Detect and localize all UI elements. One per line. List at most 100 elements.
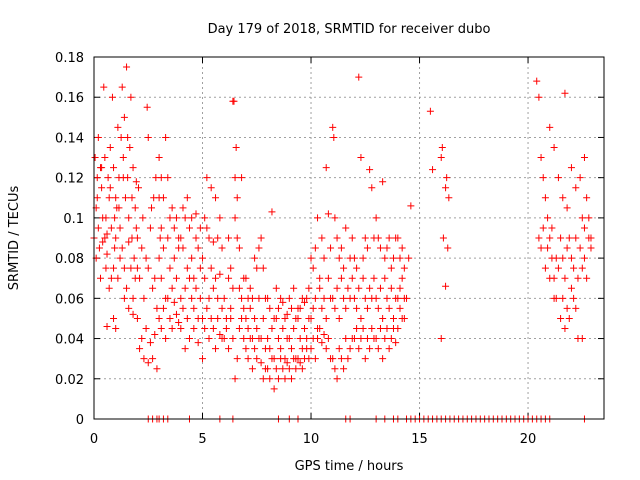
data-point <box>107 274 115 282</box>
data-point <box>557 234 565 242</box>
data-point <box>192 210 200 218</box>
data-point <box>537 154 545 162</box>
data-point <box>233 194 241 202</box>
y-tick-label: 0.04 <box>55 333 84 348</box>
data-point <box>170 254 178 262</box>
data-point <box>144 359 152 367</box>
data-point <box>104 174 112 182</box>
data-point <box>264 294 272 302</box>
data-point <box>99 238 107 246</box>
data-point <box>101 154 109 162</box>
data-point <box>322 345 330 353</box>
data-point <box>266 345 274 353</box>
data-point <box>296 335 304 343</box>
data-point <box>363 304 371 312</box>
data-point <box>115 204 123 212</box>
data-point <box>129 164 137 172</box>
data-point <box>91 154 99 162</box>
data-point <box>242 314 250 322</box>
data-point <box>134 184 142 192</box>
data-point <box>183 314 191 322</box>
data-point <box>387 264 395 272</box>
data-point <box>188 254 196 262</box>
data-point <box>563 244 571 252</box>
data-point <box>203 224 211 232</box>
y-tick-label: 0.06 <box>55 292 84 307</box>
data-point <box>257 234 265 242</box>
data-point <box>205 234 213 242</box>
data-point <box>561 89 569 97</box>
data-point <box>285 365 293 373</box>
data-point <box>355 284 363 292</box>
data-point <box>183 264 191 272</box>
data-point <box>116 254 124 262</box>
data-point <box>185 224 193 232</box>
data-point <box>227 314 235 322</box>
data-point <box>320 254 328 262</box>
data-point <box>246 304 254 312</box>
data-point <box>98 184 106 192</box>
data-point <box>324 335 332 343</box>
data-point <box>199 254 207 262</box>
data-point <box>541 194 549 202</box>
data-point <box>355 73 363 81</box>
data-point <box>166 264 174 272</box>
data-point <box>209 238 217 246</box>
data-point <box>259 264 267 272</box>
data-point <box>259 375 267 383</box>
data-point <box>331 304 339 312</box>
data-point <box>153 304 161 312</box>
data-point <box>98 164 106 172</box>
data-point <box>287 375 295 383</box>
y-tick-label: 0 <box>76 413 84 428</box>
x-tick-label: 5 <box>198 432 206 447</box>
data-point <box>287 345 295 353</box>
data-point <box>340 294 348 302</box>
data-point <box>229 335 237 343</box>
data-point <box>309 304 317 312</box>
data-point <box>309 264 317 272</box>
data-point <box>576 174 584 182</box>
data-point <box>120 294 128 302</box>
data-point <box>438 144 446 151</box>
data-point <box>120 264 128 272</box>
data-point <box>244 325 252 332</box>
data-point <box>144 264 152 272</box>
data-point <box>318 234 326 242</box>
data-point <box>361 355 369 363</box>
data-point <box>106 184 114 192</box>
data-point <box>205 294 213 302</box>
data-point <box>97 274 105 282</box>
data-point <box>580 154 588 162</box>
data-point <box>407 202 415 210</box>
data-point <box>583 194 591 202</box>
data-point <box>225 274 233 282</box>
ticks-layer: 0 0.02 0.04 0.06 0.08 0.1 0.12 0.14 0.16 0.18 0 5 10… <box>55 51 604 447</box>
data-point <box>437 335 445 343</box>
data-point <box>255 294 263 302</box>
data-point <box>335 345 343 353</box>
data-point <box>216 214 224 222</box>
data-point <box>253 355 261 363</box>
data-point <box>537 244 545 252</box>
data-point <box>361 294 369 302</box>
data-point <box>166 314 174 322</box>
chart-title: Day 179 of 2018, SRMTID for receiver dub… <box>208 22 491 37</box>
data-point <box>185 335 193 343</box>
data-point <box>331 214 339 222</box>
data-point <box>177 325 185 332</box>
data-point <box>112 325 120 332</box>
data-point <box>110 264 118 272</box>
data-point <box>379 178 387 186</box>
data-point <box>106 144 114 151</box>
data-point <box>405 254 413 262</box>
data-point <box>244 294 252 302</box>
data-point <box>394 294 402 302</box>
data-point <box>292 365 300 373</box>
data-point <box>244 355 252 363</box>
data-point <box>578 335 586 343</box>
data-point <box>93 194 101 202</box>
data-point <box>546 234 554 242</box>
data-point <box>251 345 259 353</box>
data-point <box>196 294 204 302</box>
